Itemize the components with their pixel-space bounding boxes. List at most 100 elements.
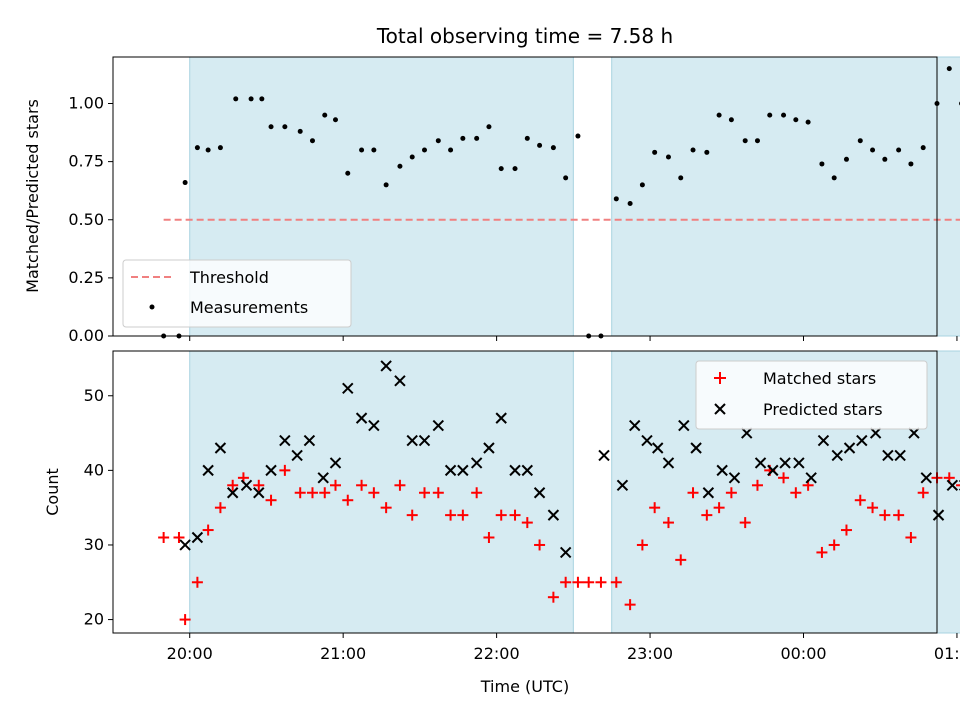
measurement-point: [217, 145, 223, 151]
measurement-point: [345, 170, 351, 176]
matched-star-point: [636, 539, 648, 551]
predicted-marker-b: [191, 531, 204, 544]
predicted-star-point: [629, 419, 641, 432]
measurement-point: [908, 161, 914, 167]
measurement-point: [397, 163, 403, 169]
predicted-star-point: [843, 442, 856, 454]
predicted-marker-b: [418, 434, 431, 447]
measurement-point: [297, 128, 303, 134]
predicted-star-point: [418, 434, 431, 447]
matched-star-point: [418, 487, 430, 499]
measurement-point: [194, 145, 200, 151]
predicted-star-point: [179, 539, 191, 551]
measurement-point: [359, 147, 365, 153]
predicted-marker-b: [214, 442, 227, 454]
predicted-star-point: [329, 457, 342, 469]
matched-star-point: [483, 532, 495, 544]
measurement-point: [383, 182, 389, 188]
predicted-marker-b: [920, 472, 932, 484]
predicted-marker-b: [470, 457, 483, 469]
y-tick-label: 1.00: [68, 94, 104, 113]
matched-star-point: [701, 509, 713, 521]
matched-star-point: [432, 487, 444, 499]
y-tick-label: 40: [84, 460, 104, 479]
top-y-axis-label: Matched/Predicted stars: [23, 99, 42, 293]
measurement-point: [857, 138, 863, 144]
predicted-star-point: [265, 464, 277, 477]
bottom-legend-box: [695, 360, 928, 430]
predicted-marker-b: [856, 434, 868, 447]
predicted-star-point: [932, 509, 945, 521]
predicted-star-point: [598, 449, 610, 462]
predicted-marker-b: [521, 464, 534, 477]
matched-star-point: [867, 502, 879, 514]
measurement-point: [537, 142, 543, 148]
matched-star-point: [521, 517, 533, 529]
measurement-point: [742, 138, 748, 144]
matched-star-point: [560, 576, 572, 588]
matched-star-point: [173, 532, 185, 544]
x-tick-label: 00:00: [780, 644, 826, 663]
matched-star-point: [319, 487, 331, 499]
matched-star-point: [202, 524, 214, 536]
predicted-star-point: [279, 434, 291, 447]
measurements-legend-swatch: [149, 304, 155, 310]
measurement-point: [233, 96, 239, 102]
top-panel: 0.00 0.25 0.50 0.75 1.00 Matched/Predicted s…: [23, 56, 960, 345]
matched-star-point: [329, 479, 341, 491]
predicted-marker-b: [869, 427, 882, 439]
matched-star-point: [649, 502, 661, 514]
predicted-marker-b: [779, 457, 791, 469]
predicted-marker-b: [394, 375, 406, 387]
measurement-point: [309, 138, 315, 144]
x-tick-label: 20:00: [167, 644, 213, 663]
y-tick-label: 50: [84, 386, 104, 405]
matched-star-point: [725, 487, 737, 499]
predicted-star-point: [191, 531, 204, 544]
matched-star-point: [380, 502, 392, 514]
x-axis-label: Time (UTC): [480, 677, 569, 696]
measurement-point: [843, 156, 849, 162]
matched-star-points: [158, 464, 960, 626]
measurement-point: [486, 124, 492, 130]
measurement-point: [896, 147, 902, 153]
predicted-marker-b: [533, 487, 546, 499]
predicted-star-point: [908, 427, 920, 439]
measurement-points: [161, 66, 960, 339]
predicted-marker-b: [495, 412, 507, 424]
matched-star-point: [356, 479, 368, 491]
y-tick-label: 0.25: [68, 268, 104, 287]
matched-star-point: [713, 502, 725, 514]
predicted-star-point: [406, 434, 418, 447]
predicted-star-point: [869, 427, 882, 439]
predicted-legend-swatch: [714, 403, 726, 415]
measurement-point: [728, 117, 734, 123]
measurement-point: [421, 147, 427, 153]
predicted-star-point: [521, 464, 534, 477]
predicted-star-point: [202, 464, 214, 477]
matched-star-point: [840, 524, 852, 536]
matched-star-point: [227, 479, 239, 491]
measurement-point: [435, 138, 441, 144]
predicted-star-point: [444, 464, 457, 477]
x-tick-label: 01:00: [934, 644, 960, 663]
matched-star-point: [368, 487, 380, 499]
predicted-star-point: [616, 479, 629, 491]
predicted-marker-b: [767, 464, 779, 477]
matched-star-point: [572, 576, 584, 588]
predicted-marker-b: [728, 472, 741, 484]
matched-star-point: [905, 532, 917, 544]
y-tick-label: 30: [84, 535, 104, 554]
measurement-point: [920, 145, 926, 151]
predicted-marker-b: [598, 449, 610, 462]
predicted-star-point: [882, 449, 894, 462]
matched-star-point: [471, 487, 483, 499]
measurement-point: [639, 182, 645, 188]
measurement-point: [182, 180, 188, 186]
x-tick-label: 22:00: [474, 644, 520, 663]
measurement-point: [259, 96, 265, 102]
measurement-point: [550, 145, 556, 151]
predicted-marker-b: [641, 434, 653, 447]
matched-star-point: [191, 576, 203, 588]
matched-star-point: [445, 509, 457, 521]
